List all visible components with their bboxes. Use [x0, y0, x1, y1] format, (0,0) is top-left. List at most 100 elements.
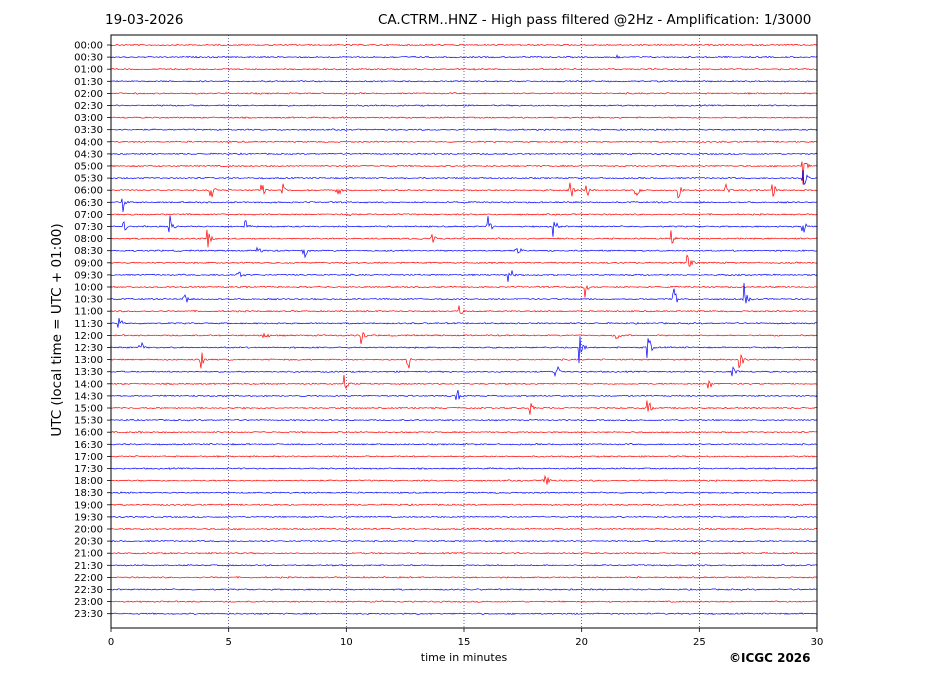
trace-row-0800 — [111, 229, 817, 248]
trace-row-1100 — [111, 305, 817, 314]
chart-date: 19-03-2026 — [105, 12, 184, 28]
y-tick-label: 23:30 — [74, 609, 103, 620]
trace-row-0700 — [111, 213, 817, 217]
y-tick-label: 13:00 — [74, 355, 103, 366]
y-tick-label: 10:30 — [74, 295, 103, 306]
y-tick-label: 20:00 — [74, 525, 103, 536]
y-tick-label: 13:30 — [74, 367, 103, 378]
y-tick-label: 23:00 — [74, 597, 103, 608]
y-tick-label: 06:00 — [74, 186, 103, 197]
trace-row-0230 — [111, 104, 817, 107]
trace-row-0100 — [111, 67, 817, 71]
trace-row-1930 — [111, 515, 817, 519]
y-tick-label: 21:00 — [74, 549, 103, 560]
trace-row-0000 — [111, 43, 817, 47]
trace-row-0300 — [111, 116, 817, 119]
trace-row-1500 — [111, 400, 817, 415]
y-tick-label: 12:30 — [74, 343, 103, 354]
y-tick-label: 17:00 — [74, 452, 103, 463]
y-tick-label: 10:00 — [74, 283, 103, 294]
trace-row-0130 — [111, 80, 817, 83]
trace-row-0500 — [111, 161, 817, 185]
y-tick-label: 18:00 — [74, 476, 103, 487]
trace-row-1700 — [111, 455, 817, 458]
y-tick-label: 06:30 — [74, 198, 103, 209]
y-tick-label: 22:30 — [74, 585, 103, 596]
y-tick-label: 19:30 — [74, 512, 103, 523]
y-tick-label: 22:00 — [74, 573, 103, 584]
trace-row-1800 — [111, 474, 817, 485]
y-tick-label: 00:00 — [74, 41, 103, 52]
y-tick-label: 08:00 — [74, 234, 103, 245]
chart-title: CA.CTRM..HNZ - High pass filtered @2Hz -… — [378, 12, 812, 28]
y-tick-label: 15:00 — [74, 404, 103, 415]
y-tick-label: 02:00 — [74, 89, 103, 100]
trace-row-1300 — [111, 352, 817, 369]
y-tick-label: 07:00 — [74, 210, 103, 221]
x-tick-label: 30 — [811, 637, 824, 648]
y-tick-label: 07:30 — [74, 222, 103, 233]
copyright-credit: ©ICGC 2026 — [729, 651, 811, 665]
trace-row-0900 — [111, 254, 817, 267]
trace-row-1630 — [111, 443, 817, 446]
trace-row-1530 — [111, 418, 817, 422]
trace-row-0200 — [111, 92, 817, 95]
y-tick-label: 09:30 — [74, 270, 103, 281]
trace-row-1830 — [111, 491, 817, 494]
trace-row-1130 — [111, 318, 817, 328]
trace-row-1430 — [111, 389, 817, 400]
x-tick-label: 20 — [575, 637, 588, 648]
trace-row-2200 — [111, 576, 817, 579]
trace-row-0030 — [111, 54, 817, 59]
y-tick-label: 14:00 — [74, 379, 103, 390]
trace-row-1730 — [111, 467, 817, 470]
y-tick-label: 03:30 — [74, 125, 103, 136]
trace-row-1200 — [111, 332, 817, 345]
trace-row-2100 — [111, 551, 817, 555]
trace-row-0530 — [111, 170, 817, 186]
trace-row-0600 — [111, 182, 817, 199]
trace-row-1030 — [111, 282, 817, 304]
y-tick-label: 11:30 — [74, 319, 103, 330]
trace-row-2130 — [111, 563, 817, 567]
y-tick-label: 03:00 — [74, 113, 103, 124]
x-tick-label: 5 — [225, 637, 231, 648]
trace-row-0730 — [111, 215, 817, 237]
trace-row-1600 — [111, 430, 817, 434]
trace-row-2330 — [111, 612, 817, 616]
trace-row-0630 — [111, 198, 817, 213]
trace-row-1330 — [111, 365, 817, 377]
y-tick-label: 09:00 — [74, 258, 103, 269]
trace-row-2300 — [111, 600, 817, 603]
trace-row-1400 — [111, 374, 817, 390]
y-tick-label: 05:30 — [74, 174, 103, 185]
y-tick-label: 21:30 — [74, 561, 103, 572]
y-tick-label: 08:30 — [74, 246, 103, 257]
y-tick-label: 16:00 — [74, 428, 103, 439]
y-tick-label: 15:30 — [74, 416, 103, 427]
y-tick-label: 00:30 — [74, 53, 103, 64]
trace-row-1230 — [111, 336, 817, 364]
y-tick-label: 04:30 — [74, 149, 103, 160]
y-tick-label: 17:30 — [74, 464, 103, 475]
y-tick-label: 14:30 — [74, 391, 103, 402]
y-tick-label: 20:30 — [74, 537, 103, 548]
y-tick-label: 18:30 — [74, 488, 103, 499]
trace-row-2230 — [111, 588, 817, 591]
x-tick-label: 25 — [693, 637, 706, 648]
x-axis-label: time in minutes — [420, 651, 508, 664]
trace-row-0930 — [111, 270, 817, 282]
y-tick-label: 19:00 — [74, 500, 103, 511]
y-tick-label: 01:30 — [74, 77, 103, 88]
trace-row-0830 — [111, 246, 817, 259]
x-tick-label: 10 — [340, 637, 353, 648]
trace-row-1000 — [111, 284, 817, 298]
y-tick-label: 12:00 — [74, 331, 103, 342]
y-tick-label: 02:30 — [74, 101, 103, 112]
y-tick-label: 11:00 — [74, 307, 103, 318]
trace-row-1900 — [111, 503, 817, 507]
y-tick-label: 01:00 — [74, 65, 103, 76]
y-tick-label: 04:00 — [74, 137, 103, 148]
y-tick-label: 05:00 — [74, 162, 103, 173]
